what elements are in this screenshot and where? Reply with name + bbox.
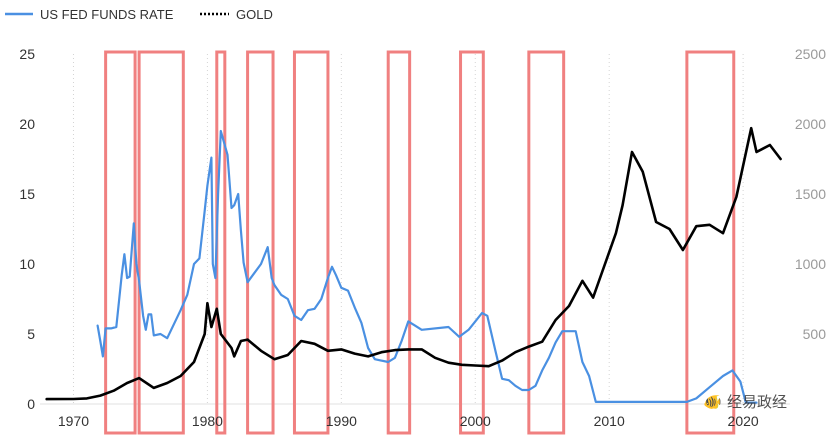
- watermark-logo-icon: 🐠: [703, 393, 722, 411]
- y-right-tick-label: 2500: [795, 46, 826, 62]
- x-tick-label: 2000: [460, 413, 491, 429]
- legend-fed-rate-label: US FED FUNDS RATE: [40, 7, 174, 22]
- fed-rate-line: [96, 129, 758, 404]
- x-tick-label: 2010: [594, 413, 625, 429]
- y-left-tick-label: 25: [19, 46, 35, 62]
- x-tick-label: 1970: [58, 413, 89, 429]
- grid: [40, 54, 790, 405]
- y-left-tick-label: 15: [19, 186, 35, 202]
- highlight-box: [292, 50, 330, 435]
- y-left-tick-label: 5: [27, 326, 35, 342]
- highlight-box: [685, 50, 736, 435]
- x-tick-label: 1990: [326, 413, 357, 429]
- y-left-tick-label: 10: [19, 256, 35, 272]
- highlight-boxes: [104, 50, 736, 435]
- gold-line: [45, 126, 782, 401]
- watermark: 🐠 经易政经: [703, 393, 787, 411]
- highlight-box: [527, 50, 566, 435]
- highlight-box: [137, 50, 185, 435]
- legend: US FED FUNDS RATE GOLD: [5, 7, 273, 22]
- y-right-tick-label: 2000: [795, 116, 826, 132]
- y-right-tick-label: 1000: [795, 256, 826, 272]
- highlight-box: [386, 50, 412, 435]
- y-left-tick-label: 0: [27, 396, 35, 412]
- highlight-box: [215, 50, 227, 435]
- series-lines: [45, 126, 782, 404]
- highlight-box: [459, 50, 485, 435]
- y-right-tick-label: 500: [803, 326, 827, 342]
- x-tick-label: 1980: [192, 413, 223, 429]
- highlight-box: [104, 50, 137, 435]
- axis-ticks: 0 5 10 15 20 25 500 1000 1500 2000 2500 1970 1980 199…: [19, 46, 826, 429]
- x-tick-label: 2020: [728, 413, 759, 429]
- watermark-text: 经易政经: [727, 393, 787, 411]
- y-left-tick-label: 20: [19, 116, 35, 132]
- legend-gold-label: GOLD: [236, 7, 273, 22]
- y-right-tick-label: 1500: [795, 186, 826, 202]
- highlight-box: [246, 50, 275, 435]
